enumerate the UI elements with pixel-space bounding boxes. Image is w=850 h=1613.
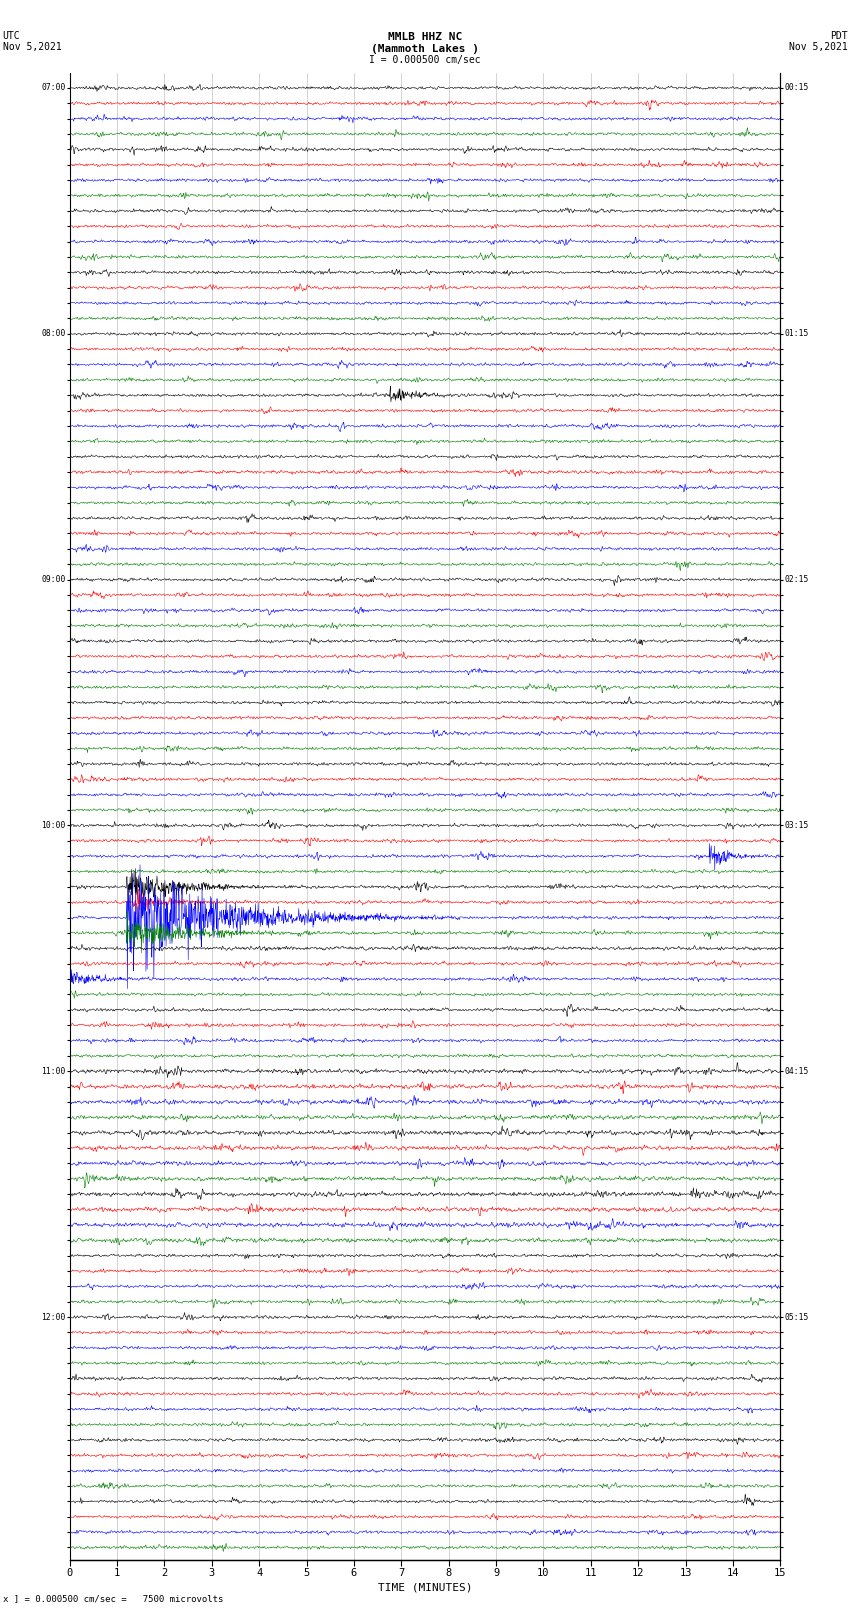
X-axis label: TIME (MINUTES): TIME (MINUTES) bbox=[377, 1582, 473, 1592]
Text: PDT: PDT bbox=[830, 31, 847, 40]
Text: MMLB HHZ NC: MMLB HHZ NC bbox=[388, 32, 462, 42]
Text: (Mammoth Lakes ): (Mammoth Lakes ) bbox=[371, 44, 479, 53]
Text: Nov 5,2021: Nov 5,2021 bbox=[789, 42, 847, 52]
Text: Nov 5,2021: Nov 5,2021 bbox=[3, 42, 61, 52]
Text: UTC: UTC bbox=[3, 31, 20, 40]
Text: I = 0.000500 cm/sec: I = 0.000500 cm/sec bbox=[369, 55, 481, 65]
Text: x ] = 0.000500 cm/sec =   7500 microvolts: x ] = 0.000500 cm/sec = 7500 microvolts bbox=[3, 1594, 223, 1603]
